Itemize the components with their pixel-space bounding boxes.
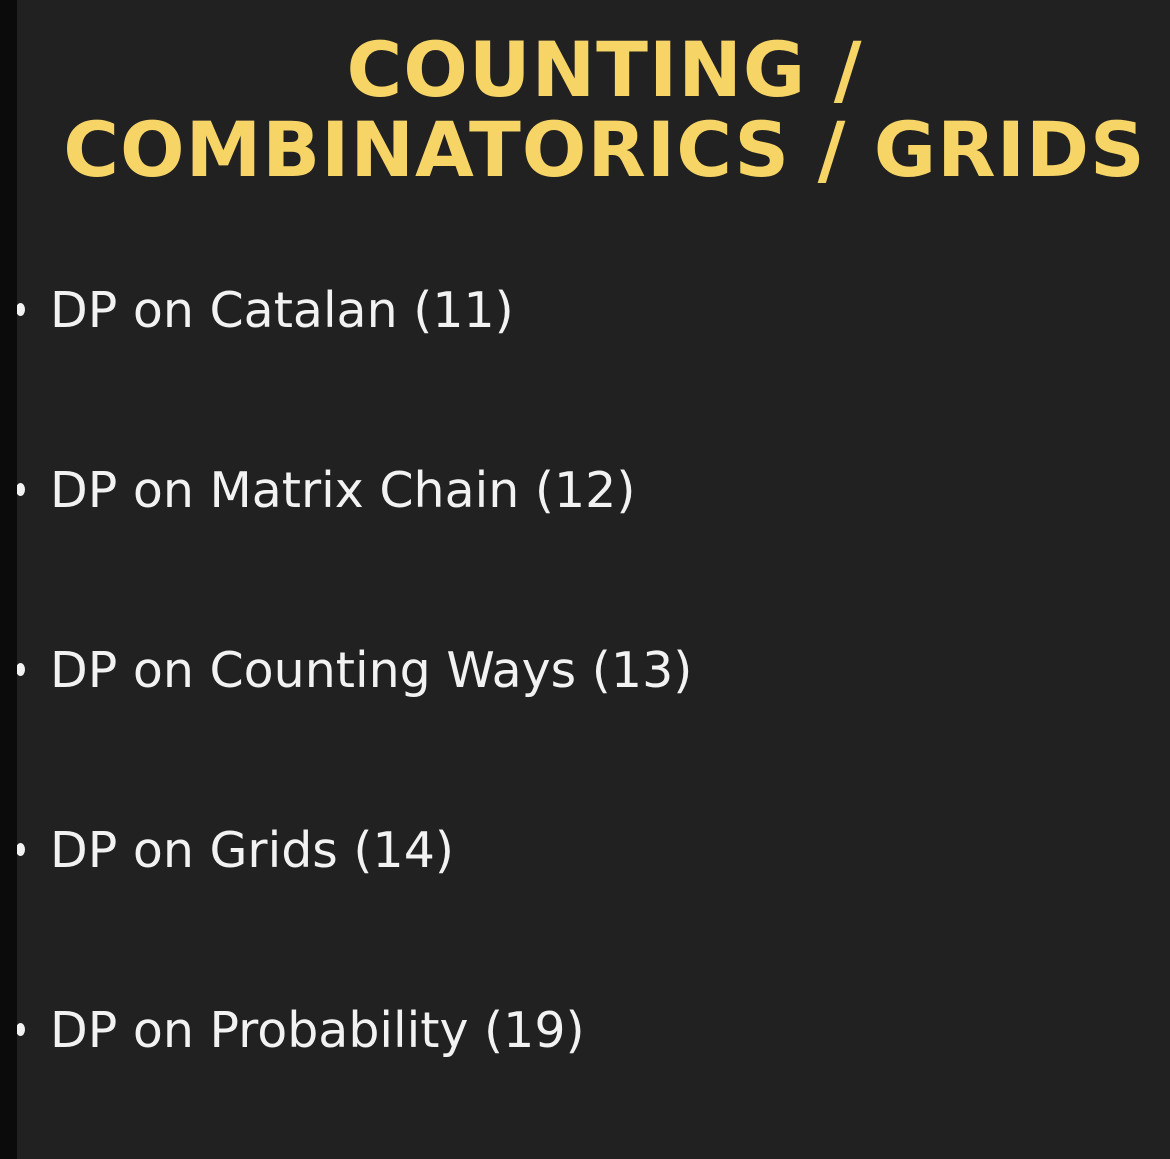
bullet-icon	[17, 483, 25, 496]
bullet-icon	[17, 303, 25, 316]
bullet-icon	[17, 843, 25, 856]
slide-title-line-2: COMBINATORICS / GRIDS	[63, 105, 1146, 194]
bullet-icon	[17, 1023, 25, 1036]
list-item-label: DP on Counting Ways (13)	[50, 642, 693, 699]
list-item-label: DP on Grids (14)	[50, 822, 454, 879]
list-item-label: DP on Matrix Chain (12)	[50, 462, 636, 519]
list-item-label: DP on Probability (19)	[50, 1002, 585, 1059]
list-item-label: DP on Catalan (11)	[50, 282, 514, 339]
bullet-icon	[17, 663, 25, 676]
slide: COUNTING / COMBINATORICS / GRIDS DP on C…	[17, 0, 1170, 1159]
slide-title: COUNTING / COMBINATORICS / GRIDS	[17, 30, 1170, 190]
slide-title-line-1: COUNTING /	[346, 25, 863, 114]
